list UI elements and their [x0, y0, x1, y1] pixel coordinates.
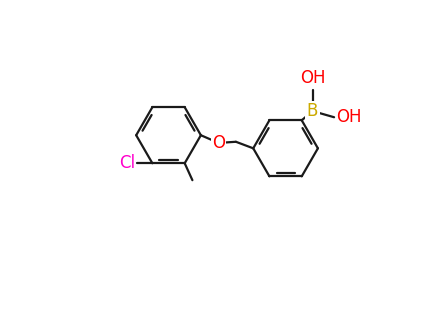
- Text: B: B: [307, 102, 318, 120]
- Text: Cl: Cl: [119, 154, 135, 172]
- Text: O: O: [212, 134, 225, 152]
- Text: OH: OH: [300, 69, 325, 87]
- Text: OH: OH: [336, 108, 362, 126]
